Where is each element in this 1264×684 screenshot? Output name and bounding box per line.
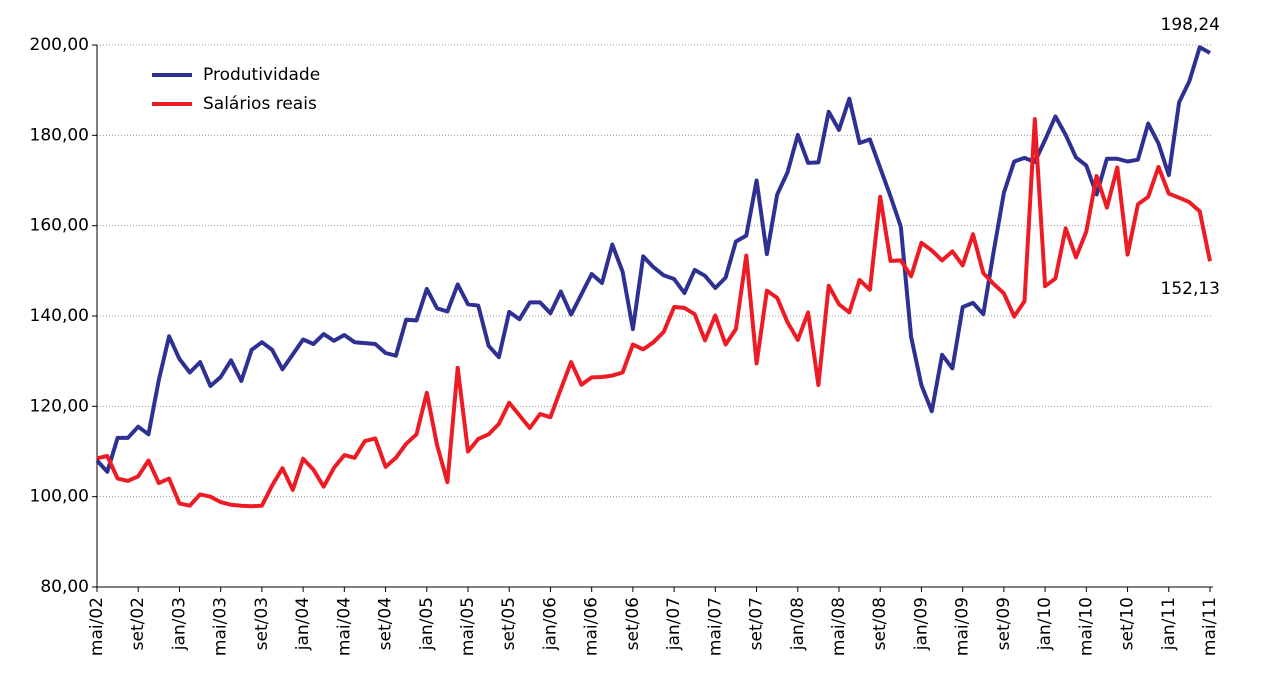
x-tick-label: mai/06 bbox=[582, 597, 602, 656]
y-tick-label: 140,00 bbox=[30, 306, 89, 326]
x-tick-label: set/05 bbox=[499, 597, 519, 650]
x-tick-label: mai/02 bbox=[87, 597, 107, 656]
x-tick-label: set/02 bbox=[128, 597, 148, 650]
y-tick-label: 120,00 bbox=[30, 396, 89, 416]
x-tick-label: jan/04 bbox=[293, 597, 313, 651]
line-series bbox=[95, 45, 1211, 474]
data-label: 198,24 bbox=[1161, 15, 1220, 35]
x-tick-label: mai/08 bbox=[829, 597, 849, 656]
x-tick-label: mai/10 bbox=[1076, 597, 1096, 656]
legend-label: Produtividade bbox=[203, 65, 320, 85]
x-tick-label: set/06 bbox=[623, 597, 643, 650]
x-tick-label: mai/09 bbox=[953, 597, 973, 656]
x-tick-label: mai/04 bbox=[334, 597, 354, 656]
y-tick-label: 80,00 bbox=[40, 577, 89, 597]
x-tick-label: jan/07 bbox=[664, 597, 684, 651]
x-tick-label: mai/07 bbox=[705, 597, 725, 656]
x-tick-label: jan/05 bbox=[417, 597, 437, 651]
x-tick-label: jan/06 bbox=[540, 597, 560, 651]
x-tick-label: mai/03 bbox=[211, 597, 231, 656]
x-tick-label: set/04 bbox=[376, 597, 396, 650]
legend-label: Salários reais bbox=[203, 94, 317, 114]
x-tick-label: jan/10 bbox=[1035, 597, 1055, 651]
x-tick-label: set/07 bbox=[747, 597, 767, 650]
x-tick-label: jan/08 bbox=[788, 597, 808, 651]
line-series bbox=[96, 117, 1212, 509]
x-tick-label: jan/03 bbox=[169, 597, 189, 651]
y-tick-label: 160,00 bbox=[30, 216, 89, 236]
x-tick-label: jan/09 bbox=[911, 597, 931, 651]
x-tick-label: mai/05 bbox=[458, 597, 478, 656]
y-tick-label: 100,00 bbox=[30, 487, 89, 507]
x-tick-label: set/03 bbox=[252, 597, 272, 650]
x-tick-label: set/10 bbox=[1118, 597, 1138, 650]
x-tick-label: jan/11 bbox=[1159, 597, 1179, 651]
x-tick-label: set/09 bbox=[994, 597, 1014, 650]
x-tick-label: set/08 bbox=[870, 597, 890, 650]
data-label: 152,13 bbox=[1161, 279, 1220, 299]
y-tick-label: 180,00 bbox=[30, 125, 89, 145]
x-tick-label: mai/11 bbox=[1200, 597, 1220, 656]
y-tick-label: 200,00 bbox=[30, 35, 89, 55]
